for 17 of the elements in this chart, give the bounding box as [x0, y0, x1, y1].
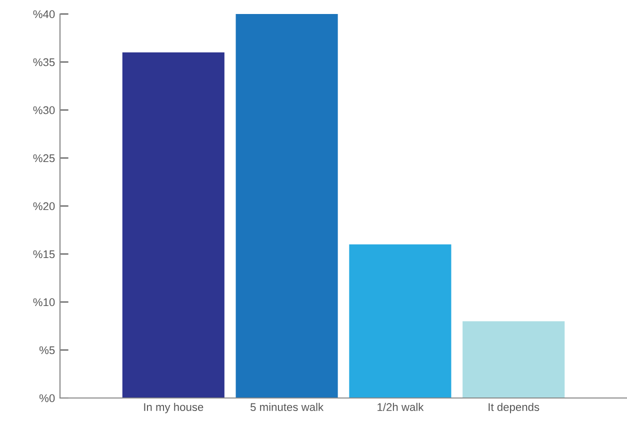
- y-tick-label: %20: [33, 202, 55, 210]
- x-tick-label: It depends: [488, 402, 540, 414]
- y-tick-label: %0: [39, 394, 55, 402]
- bar: [236, 14, 338, 398]
- x-tick-label: In my house: [144, 402, 204, 414]
- bar: [122, 52, 224, 398]
- y-tick-label: %30: [33, 106, 55, 114]
- y-tick-label: %40: [33, 10, 55, 18]
- y-tick-label: %25: [33, 154, 55, 162]
- bar: [462, 321, 565, 398]
- y-tick-label: %10: [33, 298, 55, 306]
- x-tick-label: 1/2h walk: [378, 402, 424, 412]
- y-tick-label: %5: [39, 346, 55, 354]
- x-tick-label: 5 minutes walk: [250, 402, 324, 412]
- bar: [349, 244, 452, 398]
- y-tick-label: %15: [33, 250, 55, 258]
- y-tick-label: %35: [33, 58, 55, 66]
